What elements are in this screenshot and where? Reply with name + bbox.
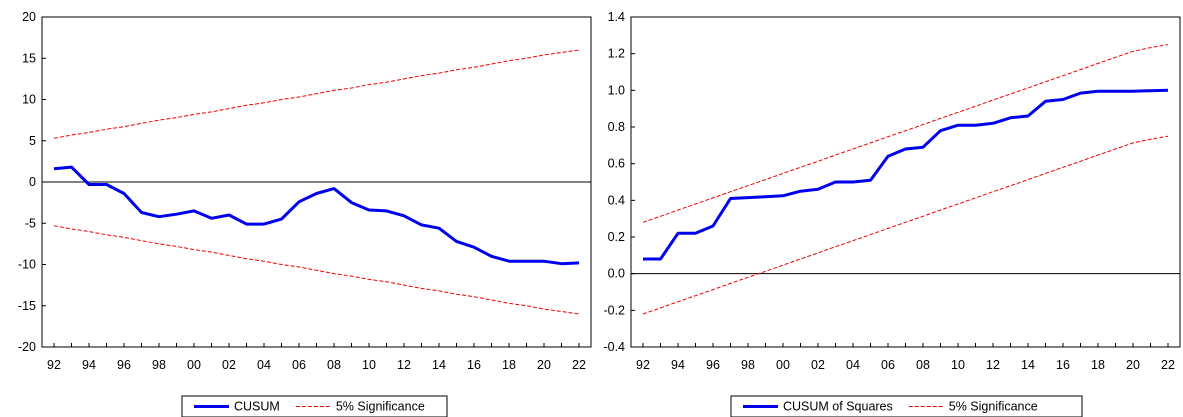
x-tick-label: 94 [671, 358, 685, 372]
plot-frame [630, 16, 1181, 348]
cusum-legend: CUSUM 5% Significance [181, 395, 448, 417]
y-tick-label: -10 [18, 258, 36, 272]
x-tick-label: 02 [811, 358, 825, 372]
significance-lower-line [53, 225, 580, 315]
x-tick-label: 22 [1161, 358, 1175, 372]
y-tick-label: 5 [29, 134, 36, 148]
cusum-line [643, 88, 1169, 261]
x-tick-label: 98 [152, 358, 166, 372]
significance-upper-line [53, 49, 580, 139]
x-tick-label: 92 [47, 358, 61, 372]
y-tick-label: 15 [22, 51, 36, 65]
significance-upper-line [642, 44, 1169, 223]
y-tick-label: 10 [22, 93, 36, 107]
y-tick-label: 1.4 [608, 10, 625, 24]
y-tick-label: 0 [29, 175, 36, 189]
y-tick-label: 1.2 [608, 47, 625, 61]
x-tick-label: 08 [916, 358, 930, 372]
legend-label: 5% Significance [949, 400, 1038, 414]
x-tick-label: 20 [1126, 358, 1140, 372]
y-tick-label: 0.6 [608, 157, 625, 171]
y-tick-label: -20 [18, 340, 36, 354]
x-tick-label: 12 [986, 358, 1000, 372]
x-tick-label: 08 [327, 358, 341, 372]
legend-label: CUSUM of Squares [783, 400, 893, 414]
x-tick-label: 10 [951, 358, 965, 372]
x-tick-label: 02 [222, 358, 236, 372]
x-tick-label: 14 [432, 358, 446, 372]
x-tick-label: 22 [572, 358, 586, 372]
x-tick-label: 06 [292, 358, 306, 372]
y-tick-label: 0.0 [608, 267, 625, 281]
legend-label: CUSUM [234, 400, 280, 414]
y-tick-label: 20 [22, 10, 36, 24]
y-tick-label: 0.2 [608, 230, 625, 244]
y-tick-label: 0.8 [608, 120, 625, 134]
x-tick-label: 04 [846, 358, 860, 372]
significance-lower-line [642, 135, 1169, 315]
x-tick-label: 94 [82, 358, 96, 372]
x-tick-label: 12 [397, 358, 411, 372]
cusum-chart: -20 -15 -10 -5 0 5 10 15 20 92 94 96 98 00 02 04 06 08 10 1… [18, 10, 592, 372]
y-tick-label: 0.4 [608, 193, 625, 207]
x-tick-label: 04 [257, 358, 271, 372]
cusum-of-squares-legend: CUSUM of Squares 5% Significance [730, 395, 1083, 417]
x-tick-label: 18 [502, 358, 516, 372]
x-tick-label: 96 [706, 358, 720, 372]
x-tick-label: 14 [1021, 358, 1035, 372]
x-tick-label: 10 [362, 358, 376, 372]
cusum-line [53, 165, 580, 266]
x-tick-label: 98 [741, 358, 755, 372]
y-tick-label: 1.0 [608, 83, 625, 97]
x-tick-label: 06 [881, 358, 895, 372]
legend-label: 5% Significance [336, 400, 425, 414]
x-tick-label: 00 [776, 358, 790, 372]
legend-box [730, 395, 1083, 417]
x-tick-label: 96 [117, 358, 131, 372]
y-tick-label: -0.2 [603, 303, 625, 317]
y-tick-label: -0.4 [603, 340, 625, 354]
x-tick-label: 18 [1091, 358, 1105, 372]
y-tick-label: -15 [18, 299, 36, 313]
x-tick-label: 00 [187, 358, 201, 372]
x-tick-label: 16 [467, 358, 481, 372]
y-tick-label: -5 [25, 216, 36, 230]
x-tick-label: 20 [537, 358, 551, 372]
x-tick-label: 16 [1056, 358, 1070, 372]
x-tick-label: 92 [636, 358, 650, 372]
cusum-of-squares-chart: -0.4 -0.2 0.0 0.2 0.4 0.6 0.8 1.0 1.2 1.4 92 94 96 98… [603, 10, 1181, 372]
